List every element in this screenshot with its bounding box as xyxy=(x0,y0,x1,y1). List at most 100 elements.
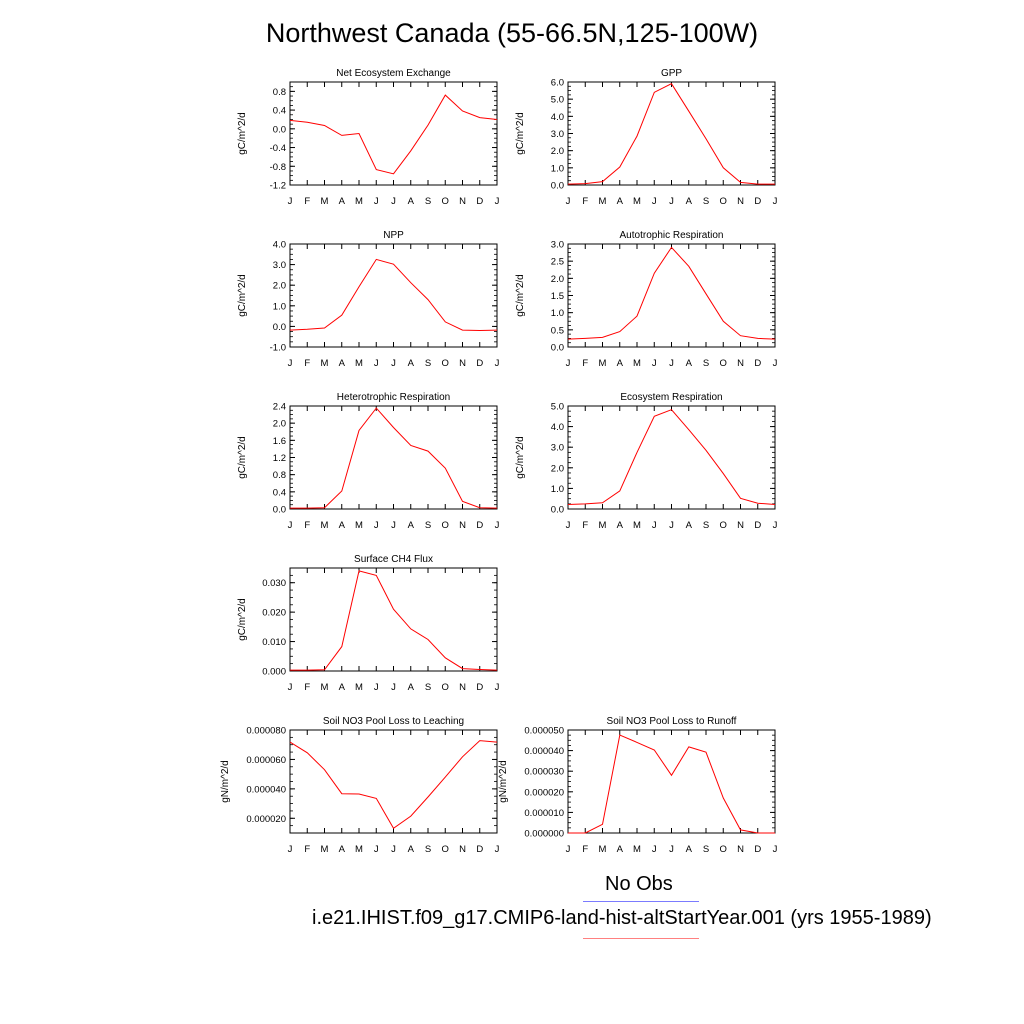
x-tick-label: J xyxy=(773,358,778,369)
page-title: Northwest Canada (55-66.5N,125-100W) xyxy=(265,18,759,48)
x-tick-label: M xyxy=(633,358,641,369)
x-tick-label: N xyxy=(459,844,466,855)
y-tick-label: 2.0 xyxy=(551,274,564,285)
x-tick-label: A xyxy=(617,844,624,855)
y-axis-label: gC/m^2/d xyxy=(237,436,248,479)
y-axis-label: gC/m^2/d xyxy=(237,598,248,641)
legend-obs-line xyxy=(583,901,699,902)
legend-model-line xyxy=(583,938,699,939)
x-tick-label: S xyxy=(425,682,431,693)
y-axis-label: gC/m^2/d xyxy=(515,274,526,317)
x-tick-label: O xyxy=(442,682,449,693)
x-tick-label: J xyxy=(495,520,500,531)
x-tick-label: M xyxy=(355,358,363,369)
x-tick-label: J xyxy=(495,196,500,207)
x-tick-label: F xyxy=(304,844,310,855)
x-tick-label: S xyxy=(703,358,709,369)
x-tick-label: J xyxy=(391,196,396,207)
y-tick-label: -0.4 xyxy=(270,143,286,154)
y-tick-label: 0.030 xyxy=(262,578,286,589)
series-line xyxy=(567,246,776,340)
y-tick-label: 1.0 xyxy=(551,308,564,319)
y-tick-label: 0.000020 xyxy=(246,814,286,825)
y-tick-label: 6.0 xyxy=(551,78,564,89)
x-tick-label: A xyxy=(408,682,415,693)
x-tick-label: J xyxy=(374,358,379,369)
x-tick-label: J xyxy=(391,682,396,693)
series-line xyxy=(289,740,498,830)
x-tick-label: O xyxy=(442,520,449,531)
x-tick-label: A xyxy=(408,844,415,855)
x-tick-label: N xyxy=(459,196,466,207)
y-tick-label: 0.000 xyxy=(262,667,286,678)
y-tick-label: 0.0 xyxy=(273,505,286,516)
y-tick-label: 2.0 xyxy=(551,463,564,474)
y-tick-label: 3.0 xyxy=(551,443,564,454)
x-tick-label: S xyxy=(425,196,431,207)
y-tick-label: 0.020 xyxy=(262,608,286,619)
x-tick-label: J xyxy=(391,358,396,369)
panel-6: Ecosystem Respiration gC/m^2/d 5.0 4.0 3.0 2.… xyxy=(515,392,778,531)
x-tick-label: M xyxy=(321,196,329,207)
x-tick-label: J xyxy=(566,358,571,369)
y-tick-label: 2.4 xyxy=(273,402,286,413)
y-tick-label: 0.5 xyxy=(551,325,564,336)
x-tick-label: A xyxy=(686,844,693,855)
y-tick-label: 0.0 xyxy=(273,322,286,333)
plot-frame xyxy=(567,405,776,510)
y-tick-label: 3.0 xyxy=(551,129,564,140)
y-tick-label: 2.0 xyxy=(551,146,564,157)
x-tick-label: J xyxy=(566,844,571,855)
panel-1: Net Ecosystem Exchange gC/m^2/d 0.8 0.4 0.0 -… xyxy=(237,68,500,207)
x-tick-label: A xyxy=(686,196,693,207)
x-tick-label: J xyxy=(495,844,500,855)
y-tick-label: 1.5 xyxy=(551,291,564,302)
x-tick-label: M xyxy=(355,196,363,207)
y-tick-label: 2.0 xyxy=(273,419,286,430)
x-tick-label: N xyxy=(459,358,466,369)
x-tick-label: J xyxy=(374,520,379,531)
x-tick-label: D xyxy=(476,520,483,531)
panel-title: Heterotrophic Respiration xyxy=(337,392,450,403)
y-tick-label: 0.000080 xyxy=(246,726,286,737)
series-line xyxy=(568,734,775,834)
x-tick-label: J xyxy=(495,682,500,693)
x-tick-label: A xyxy=(617,196,624,207)
y-tick-label: 0.000010 xyxy=(524,808,564,819)
plot-frame xyxy=(289,243,498,348)
panel-title: Soil NO3 Pool Loss to Runoff xyxy=(607,716,737,727)
y-axis-label: gC/m^2/d xyxy=(237,112,248,155)
y-tick-label: 5.0 xyxy=(551,402,564,413)
x-tick-label: N xyxy=(737,358,744,369)
x-tick-label: D xyxy=(476,196,483,207)
x-tick-label: J xyxy=(374,196,379,207)
x-tick-label: F xyxy=(304,358,310,369)
x-tick-label: A xyxy=(686,358,693,369)
plot-frame xyxy=(567,243,776,348)
plot-frame xyxy=(567,81,776,186)
y-tick-label: 0.000030 xyxy=(524,767,564,778)
x-tick-label: M xyxy=(599,196,607,207)
x-tick-label: J xyxy=(669,844,674,855)
y-tick-label: 1.0 xyxy=(551,484,564,495)
x-tick-label: M xyxy=(321,358,329,369)
x-tick-label: J xyxy=(566,520,571,531)
y-tick-label: 0.0 xyxy=(551,343,564,354)
x-tick-label: F xyxy=(582,844,588,855)
legend-obs-label: No Obs xyxy=(605,873,673,895)
y-tick-label: 3.0 xyxy=(273,260,286,271)
x-tick-label: D xyxy=(754,358,761,369)
x-tick-label: F xyxy=(582,358,588,369)
y-tick-label: 0.000060 xyxy=(246,755,286,766)
x-tick-label: D xyxy=(754,196,761,207)
x-tick-label: N xyxy=(737,844,744,855)
panel-title: NPP xyxy=(383,230,404,241)
panel-9: Soil NO3 Pool Loss to Runoff gN/m^2/d 0.00… xyxy=(498,716,778,855)
y-tick-label: 0.000020 xyxy=(524,787,564,798)
x-tick-label: D xyxy=(754,520,761,531)
x-tick-label: O xyxy=(442,844,449,855)
x-tick-label: J xyxy=(374,844,379,855)
x-tick-label: J xyxy=(495,358,500,369)
x-tick-label: D xyxy=(476,358,483,369)
